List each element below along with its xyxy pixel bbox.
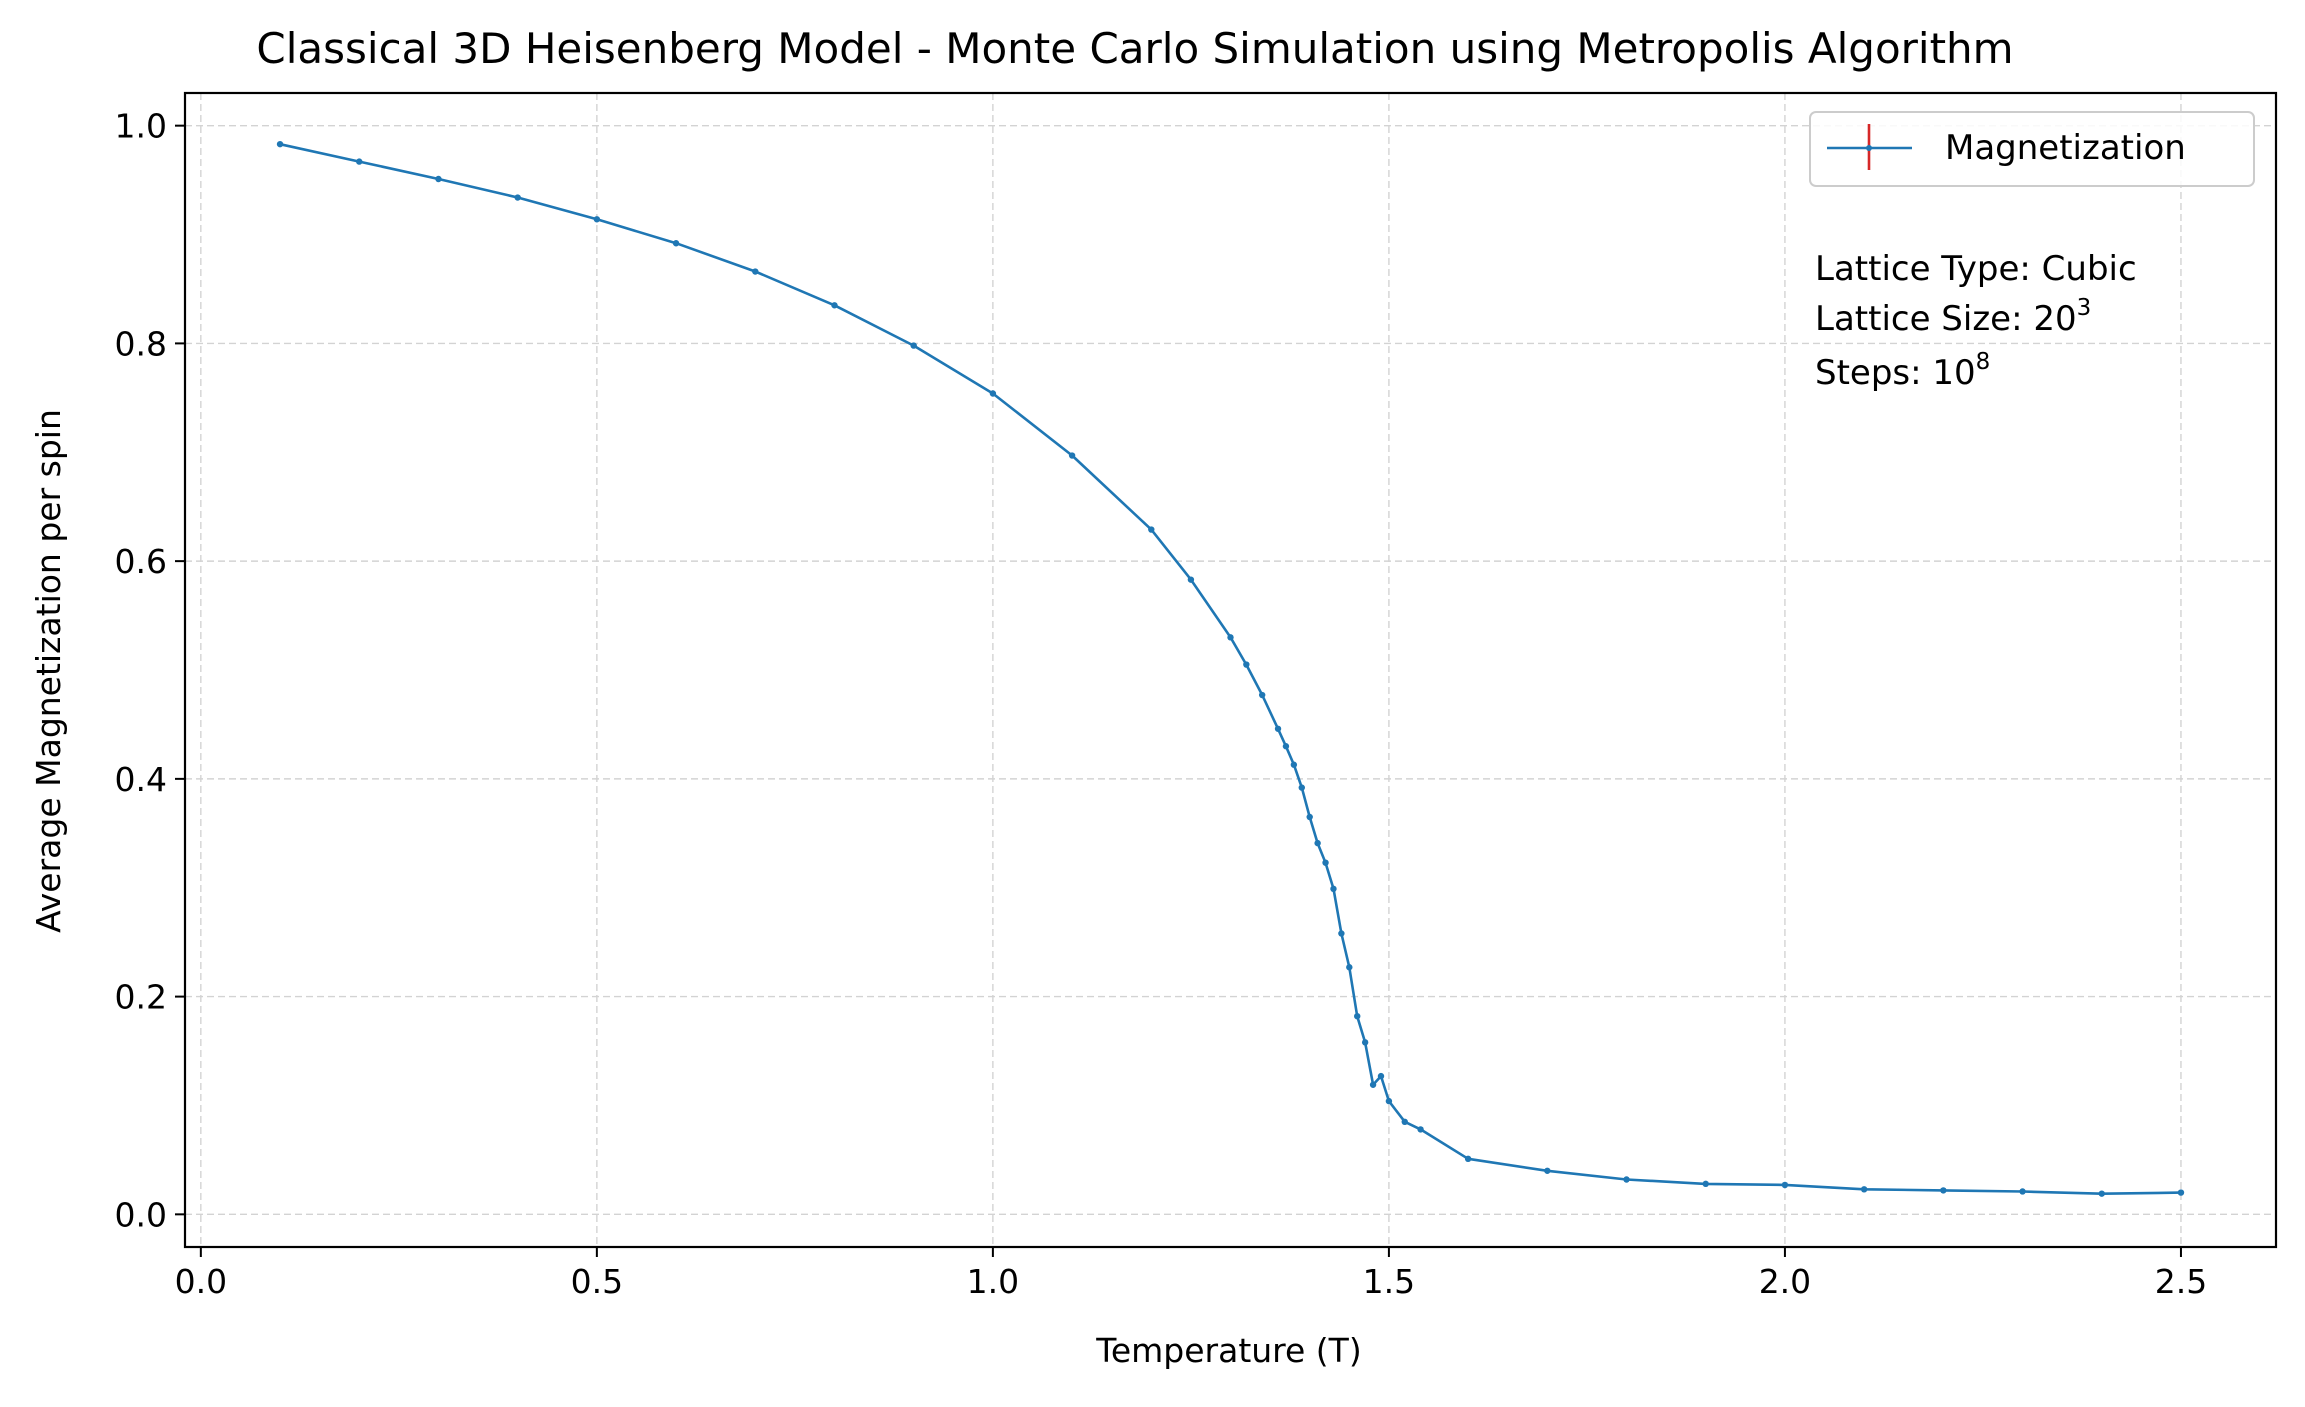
data-point — [1781, 1181, 1789, 1189]
data-point — [1940, 1187, 1947, 1194]
x-tick-label: 2.5 — [2155, 1262, 2207, 1301]
y-tick-label: 0.4 — [115, 760, 167, 799]
data-point — [1338, 930, 1345, 937]
chart-title: Classical 3D Heisenberg Model - Monte Ca… — [256, 24, 2013, 73]
data-point — [1346, 964, 1353, 971]
data-point — [1464, 1155, 1472, 1163]
data-point — [1330, 885, 1337, 893]
data-point — [1227, 634, 1234, 641]
data-point — [1322, 859, 1329, 866]
data-point — [1623, 1176, 1630, 1183]
data-point — [2019, 1188, 2026, 1195]
data-point — [752, 268, 759, 275]
data-point — [1290, 761, 1298, 768]
data-point — [1354, 1013, 1361, 1020]
data-point — [1187, 576, 1195, 583]
annotation-steps: Steps: 108 — [1815, 349, 1990, 393]
x-tick-label: 1.0 — [967, 1262, 1019, 1301]
data-point — [1544, 1167, 1551, 1174]
legend-marker — [1866, 145, 1872, 151]
data-point — [1361, 1039, 1369, 1046]
data-point — [1417, 1126, 1424, 1133]
series-layer — [276, 140, 2185, 1197]
legend: Magnetization — [1809, 111, 2255, 187]
data-point — [435, 175, 442, 183]
x-tick-label: 0.5 — [571, 1262, 623, 1301]
annotation-lattice-size-base: 20 — [2033, 299, 2076, 339]
y-axis-label: Average Magnetization per spin — [29, 409, 68, 933]
data-point — [1274, 725, 1282, 732]
data-point — [2177, 1189, 2185, 1196]
data-point — [356, 158, 363, 165]
ticks: 0.0 0.5 1.0 1.5 2.0 2.5 0.0 0.2 0.4 0.6 0.8 1.0 — [115, 107, 2208, 1301]
annotation-steps-prefix: Steps: — [1815, 353, 1932, 393]
axes-frame — [183, 91, 2278, 1249]
y-tick-label: 0.6 — [115, 542, 167, 581]
data-point — [672, 240, 680, 247]
y-tick-label: 0.0 — [115, 1195, 167, 1234]
annotation-lattice-size-prefix: Lattice Size: — [1815, 299, 2033, 339]
data-point — [1702, 1180, 1709, 1188]
data-point — [989, 390, 997, 397]
x-axis-label: Temperature (T) — [1095, 1331, 1361, 1370]
annotation-lattice-size: Lattice Size: 203 — [1815, 295, 2091, 339]
data-point — [276, 140, 284, 148]
annotation-box: Lattice Type: Cubic Lattice Size: 203 St… — [1815, 249, 2137, 393]
x-tick-label: 1.5 — [1363, 1262, 1415, 1301]
y-tick-label: 1.0 — [115, 107, 167, 146]
data-point — [1306, 813, 1313, 821]
data-point — [1860, 1186, 1868, 1193]
data-point — [514, 194, 521, 201]
legend-box — [1809, 111, 2255, 187]
data-point — [1401, 1118, 1408, 1126]
annotation-steps-base: 10 — [1932, 353, 1975, 393]
data-point — [593, 216, 601, 223]
data-point — [1258, 691, 1266, 699]
data-point — [1148, 526, 1155, 533]
data-point — [1369, 1081, 1377, 1088]
annotation-steps-exp: 8 — [1976, 349, 1991, 375]
data-point — [1298, 784, 1305, 791]
data-point — [1385, 1097, 1393, 1105]
data-point — [1314, 839, 1321, 847]
annotation-lattice-size-exp: 3 — [2077, 295, 2092, 321]
y-tick-label: 0.2 — [115, 978, 167, 1017]
data-point — [831, 302, 838, 309]
y-tick-label: 0.8 — [115, 324, 167, 363]
annotation-lattice-type: Lattice Type: Cubic — [1815, 249, 2137, 289]
data-point — [1068, 452, 1076, 459]
data-point — [1377, 1072, 1385, 1080]
data-point — [910, 342, 917, 349]
data-point — [1243, 661, 1250, 668]
data-point — [1282, 743, 1290, 750]
x-tick-label: 2.0 — [1759, 1262, 1811, 1301]
legend-label: Magnetization — [1945, 128, 2186, 168]
x-tick-label: 0.0 — [175, 1262, 227, 1301]
data-point — [2098, 1190, 2105, 1197]
